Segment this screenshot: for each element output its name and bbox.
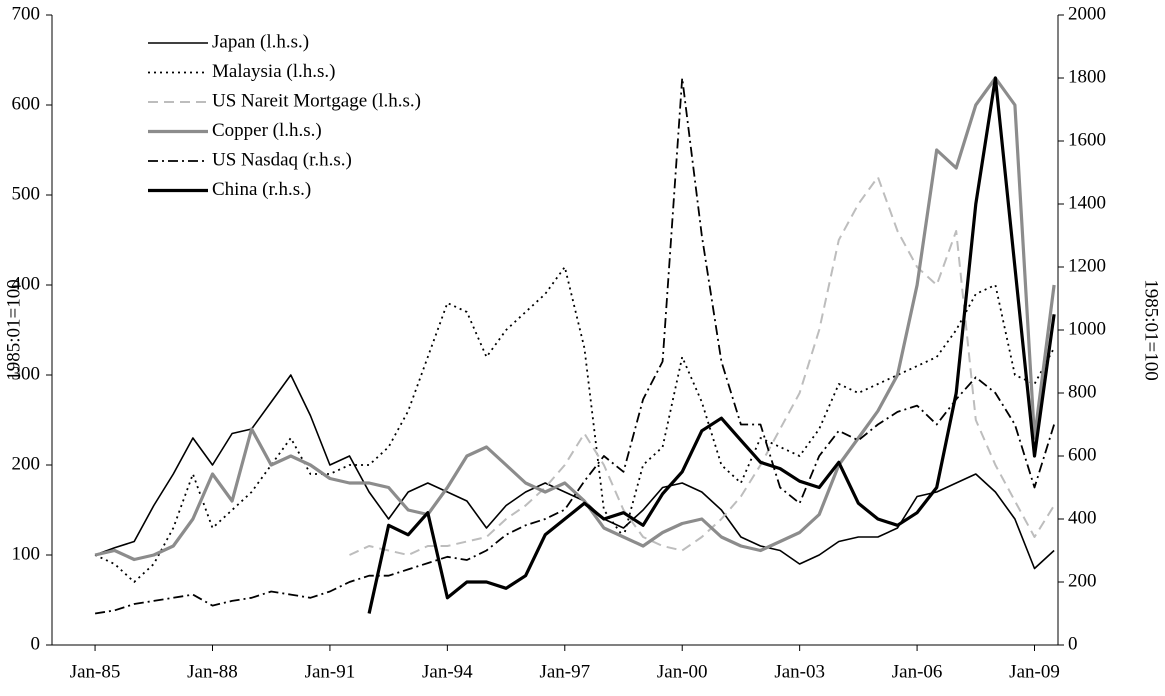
legend-label: US Nasdaq (r.h.s.) (212, 149, 352, 170)
y-tick-label: 700 (12, 3, 41, 24)
x-tick-label: Jan-09 (1009, 661, 1060, 682)
y2-tick-label: 200 (1068, 570, 1097, 591)
x-tick-label: Jan-03 (774, 661, 825, 682)
y2-tick-label: 400 (1068, 507, 1097, 528)
x-tick-label: Jan-88 (187, 661, 238, 682)
x-tick-label: Jan-91 (305, 661, 356, 682)
x-tick-label: Jan-00 (657, 661, 708, 682)
series-line (94, 76, 1056, 562)
y-tick-label: 300 (12, 363, 41, 384)
series-line (349, 176, 1055, 556)
y-tick-label: 0 (31, 633, 41, 654)
legend-label: Japan (l.h.s.) (212, 31, 309, 52)
y-tick-label: 500 (12, 183, 41, 204)
y-tick-label: 200 (12, 453, 41, 474)
x-tick-label: Jan-97 (539, 661, 590, 682)
y2-tick-label: 800 (1068, 381, 1097, 402)
legend-label: US Nareit Mortgage (l.h.s.) (212, 90, 421, 111)
legend-label: Copper (l.h.s.) (212, 120, 322, 141)
y-axis-label: 1985:01=100 (3, 279, 24, 381)
y2-tick-label: 1400 (1068, 192, 1106, 213)
y-tick-label: 600 (12, 93, 41, 114)
y2-tick-label: 1200 (1068, 255, 1106, 276)
series-line (94, 77, 1055, 615)
y-tick-label: 400 (12, 273, 41, 294)
x-tick-label: Jan-85 (70, 661, 121, 682)
y2-tick-label: 1600 (1068, 129, 1106, 150)
legend-label: China (r.h.s.) (212, 179, 311, 200)
legend-label: Malaysia (l.h.s.) (212, 61, 335, 82)
y2-axis-label: 1985:01=100 (1141, 279, 1162, 381)
y2-tick-label: 600 (1068, 444, 1097, 465)
y2-tick-label: 2000 (1068, 3, 1106, 24)
x-tick-label: Jan-06 (892, 661, 943, 682)
series-line (367, 76, 1056, 614)
series-line (94, 266, 1055, 583)
y-tick-label: 100 (12, 543, 41, 564)
series-line (94, 374, 1055, 570)
y2-tick-label: 1000 (1068, 318, 1106, 339)
y2-tick-label: 1800 (1068, 66, 1106, 87)
x-tick-label: Jan-94 (422, 661, 473, 682)
y2-tick-label: 0 (1068, 633, 1078, 654)
